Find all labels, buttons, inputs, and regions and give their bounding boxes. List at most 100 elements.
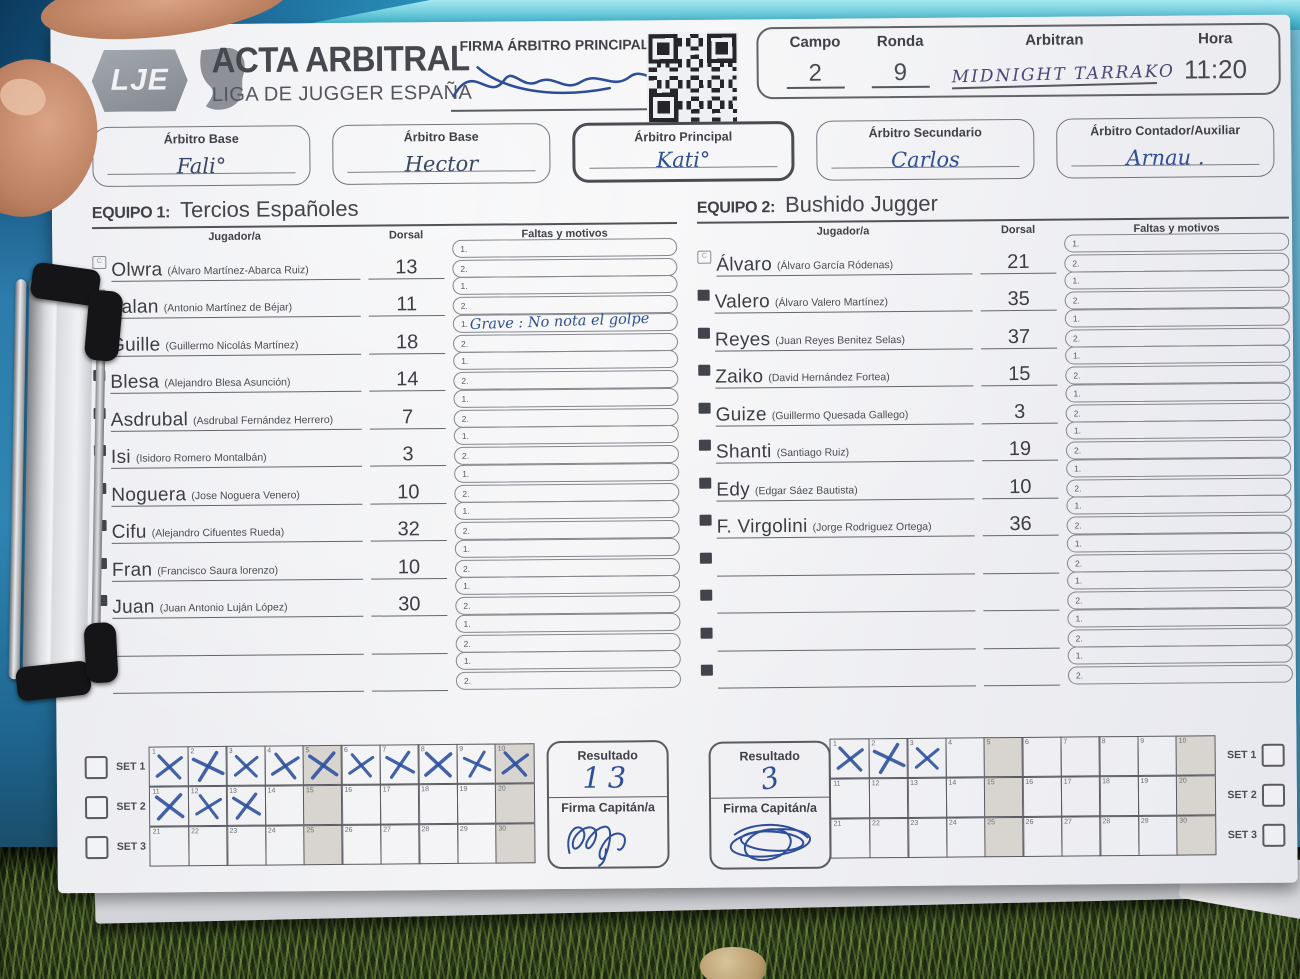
referee-role-label: Árbitro Base [403,129,479,145]
player-dorsal: 10 [982,475,1059,499]
player-name-cell: Shanti (Santiago Ruiz) [716,440,975,464]
player-row: 1. 2. [95,649,682,694]
falta-number: 1. [1075,575,1083,586]
player-faltas: 1. 2. [453,387,679,428]
point-cell-1: 1 [148,746,190,787]
falta-number: 1. [460,243,468,254]
falta-number: 2. [1073,445,1082,456]
falta-line-2: 2. [453,369,679,390]
referee-name-handwritten: Kati° [656,147,711,173]
player-marker-icon [697,327,710,339]
team2-roster: C Álvaro (Álvaro García Ródenas) 21 1. 2… [697,232,1294,689]
player-full-name: (Álvaro Martínez-Abarca Ruiz) [167,263,309,277]
player-faltas: 1. 2. [1066,532,1293,573]
point-cell-6: 6 [1021,736,1063,777]
falta-number: 2. [1074,482,1082,494]
point-cell-2: 2 [868,737,909,779]
falta-line-1: 1. [454,462,680,483]
falta-line-1: 1. [1067,644,1293,665]
point-cell-28: 28 [418,823,459,865]
point-cell-20: 20 [1175,775,1217,816]
player-dorsal [372,689,449,692]
player-faltas: 1. 2. [1066,494,1292,536]
falta-line-1: 1. [454,537,680,558]
set-row: SET 2 11 12 13 14 15 16 17 18 19 20 [84,783,536,827]
hora-label: Hora [1198,30,1233,48]
player-marker-icon: C [697,250,712,264]
player-dorsal: 7 [369,406,446,430]
team1-resultado-box: Resultado 13 Firma Capitán/a [546,740,670,870]
player-full-name: (Álvaro García Ródenas) [776,258,894,272]
point-cell-19: 19 [456,783,497,824]
player-dorsal: 32 [370,518,447,542]
player-full-name: (David Hernández Fortea) [768,371,890,385]
player-dorsal: 18 [368,331,446,355]
falta-line-1: 1. Grave : No nota el golpe [452,310,678,333]
point-cell-27: 27 [380,824,421,865]
player-name-cell: Valero (Álvaro Valero Martínez) [715,290,973,314]
point-cell-20: 20 [494,783,536,824]
falta-number: 2. [461,375,469,386]
referee-role-label: Árbitro Base [163,131,239,147]
form-subtitle: LIGA DE JUGGER ESPAÑA [211,81,473,107]
point-cell-30: 30 [1176,815,1217,856]
falta-line-1: 1. [455,649,681,670]
falta-line-2: 2. [454,519,680,540]
set-row: SET 1 1 2 3 4 5 6 7 8 9 10 [84,743,535,787]
falta-number: 1. [1072,237,1080,249]
team1-roster: C Olwra (Álvaro Martínez-Abarca Ruiz) 13… [92,237,682,694]
point-cell-7: 7 [379,744,420,785]
team2-resultado-box: Resultado 3 Firma Capitán/a [708,740,832,870]
falta-number: 1. [1072,275,1080,286]
player-alias: Álvaro [716,253,773,276]
point-cell-1: 1 [829,738,871,779]
player-full-name: (Francisco Saura lorenzo) [157,563,279,578]
point-cell-29: 29 [456,823,498,864]
hora-field: Hora 11:20 [1166,30,1265,90]
player-faltas: 1. 2. [1067,644,1294,686]
player-marker-icon: C [92,255,107,269]
falta-number: 2. [1075,670,1084,681]
ronda-label: Ronda [876,32,924,51]
player-name-cell [113,687,365,694]
team2-label: EQUIPO 2: [696,199,776,217]
falta-number: 2. [460,300,468,311]
team1-score-grid: SET 1 1 2 3 4 5 6 7 8 9 10 SET 2 11 12 13 14 15 16 17 18 19 2… [84,743,536,867]
falta-number: 1. [463,655,471,666]
point-cell-9: 9 [1137,735,1178,776]
player-full-name: (Isidoro Romero Montalbán) [135,451,267,465]
falta-line-2: 2. [1065,364,1291,385]
turf-debris [700,947,766,979]
point-cell-10: 10 [494,743,535,784]
falta-number: 1. [1073,350,1081,361]
falta-number: 2. [462,488,470,499]
team2-captain-signature [729,823,812,862]
player-alias: Reyes [714,328,771,351]
falta-line-1: 1. [1067,569,1293,590]
falta-number: 1. [461,393,469,404]
falta-number: 1. [460,280,468,291]
point-cell-14: 14 [264,785,305,826]
falta-number: 2. [1072,295,1080,306]
falta-number: 2. [463,675,472,686]
team1-header: EQUIPO 1: Tercios Españoles [91,192,677,230]
point-cell-21: 21 [830,818,871,859]
point-cell-4: 4 [264,745,305,786]
referee-role-label: Árbitro Secundario [868,125,982,141]
point-cell-4: 4 [945,737,986,778]
player-name-cell: Noguera (Jose Noguera Venero) [111,483,363,507]
player-name-cell: Guille (Guillermo Nicolás Martínez) [110,333,362,357]
player-faltas: 1. 2. [455,649,682,691]
falta-number: 2. [1073,407,1081,419]
team1-captain-signature [567,825,626,867]
falta-number: 1. [1075,612,1083,624]
falta-line-1: 1. [453,349,679,370]
player-full-name: (Juan Antonio Luján López) [159,601,288,615]
player-dorsal: 14 [369,368,446,392]
falta-number: 1. [1073,425,1081,436]
player-faltas: 1. 2. [455,574,681,616]
set-label: SET 3 [116,840,147,853]
col-dorsal: Dorsal [1000,223,1036,237]
falta-line-1: 1. [1064,269,1290,290]
falta-number: 1. [460,318,468,329]
